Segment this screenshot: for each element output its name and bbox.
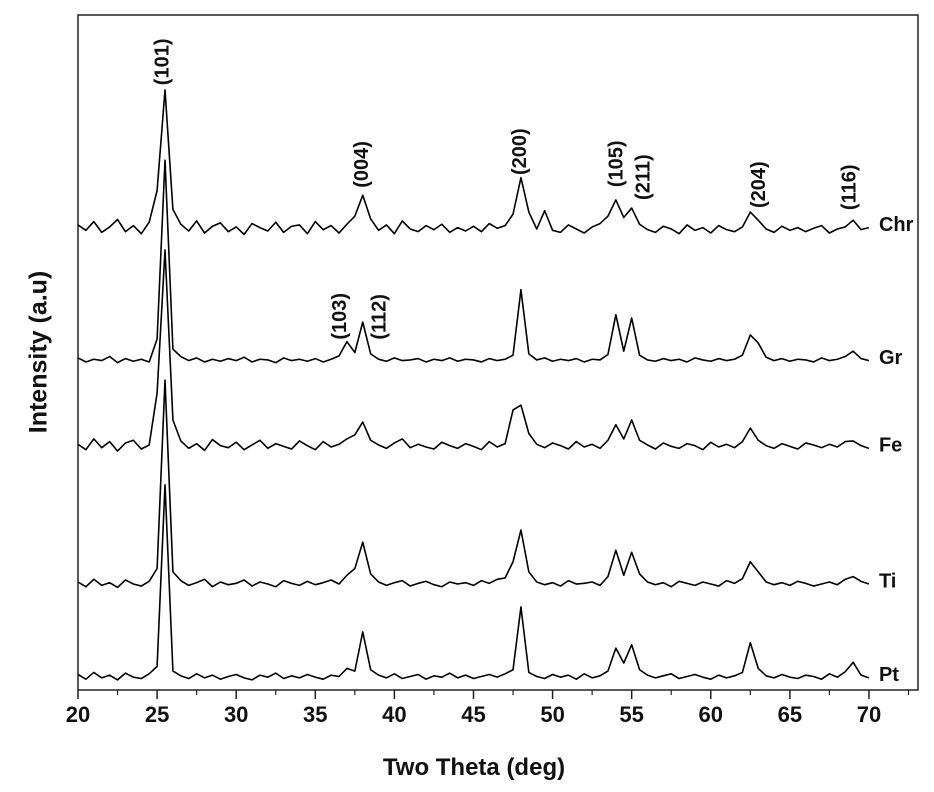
series-line — [77, 89, 870, 236]
x-tick-label: 30 — [224, 702, 248, 727]
peak-annotation: (116) — [838, 164, 860, 210]
series-label: Gr — [879, 347, 903, 369]
peak-annotation: (105) — [606, 140, 628, 187]
x-tick-label: 35 — [303, 702, 327, 727]
series-line — [77, 159, 870, 364]
series-label: Fe — [879, 435, 902, 457]
series-line — [77, 379, 870, 589]
peak-annotation: (103) — [329, 293, 351, 340]
series-label: Chr — [879, 214, 914, 236]
x-axis-label: Two Theta (deg) — [383, 754, 565, 781]
x-tick-label: 70 — [857, 702, 881, 727]
series-label: Pt — [879, 664, 899, 686]
peak-annotation: (112) — [368, 294, 390, 340]
x-tick-label: 60 — [699, 702, 723, 727]
peak-annotation: (211) — [633, 154, 655, 200]
series-line — [77, 484, 870, 681]
peak-annotation: (204) — [748, 161, 770, 208]
x-tick-label: 65 — [778, 702, 802, 727]
peak-annotation: (004) — [351, 141, 373, 188]
x-tick-label: 45 — [461, 702, 485, 727]
series-line — [77, 249, 870, 452]
y-axis-label: Intensity (a.u) — [25, 271, 53, 434]
series-label: Ti — [879, 570, 896, 592]
x-tick-label: 20 — [66, 702, 90, 727]
plot-frame — [77, 14, 919, 691]
x-tick-label: 55 — [619, 702, 643, 727]
peak-annotation: (101) — [152, 38, 174, 85]
x-tick-label: 50 — [540, 702, 564, 727]
peak-annotation: (200) — [509, 128, 531, 175]
x-tick-label: 40 — [382, 702, 406, 727]
x-tick-label: 25 — [145, 702, 169, 727]
